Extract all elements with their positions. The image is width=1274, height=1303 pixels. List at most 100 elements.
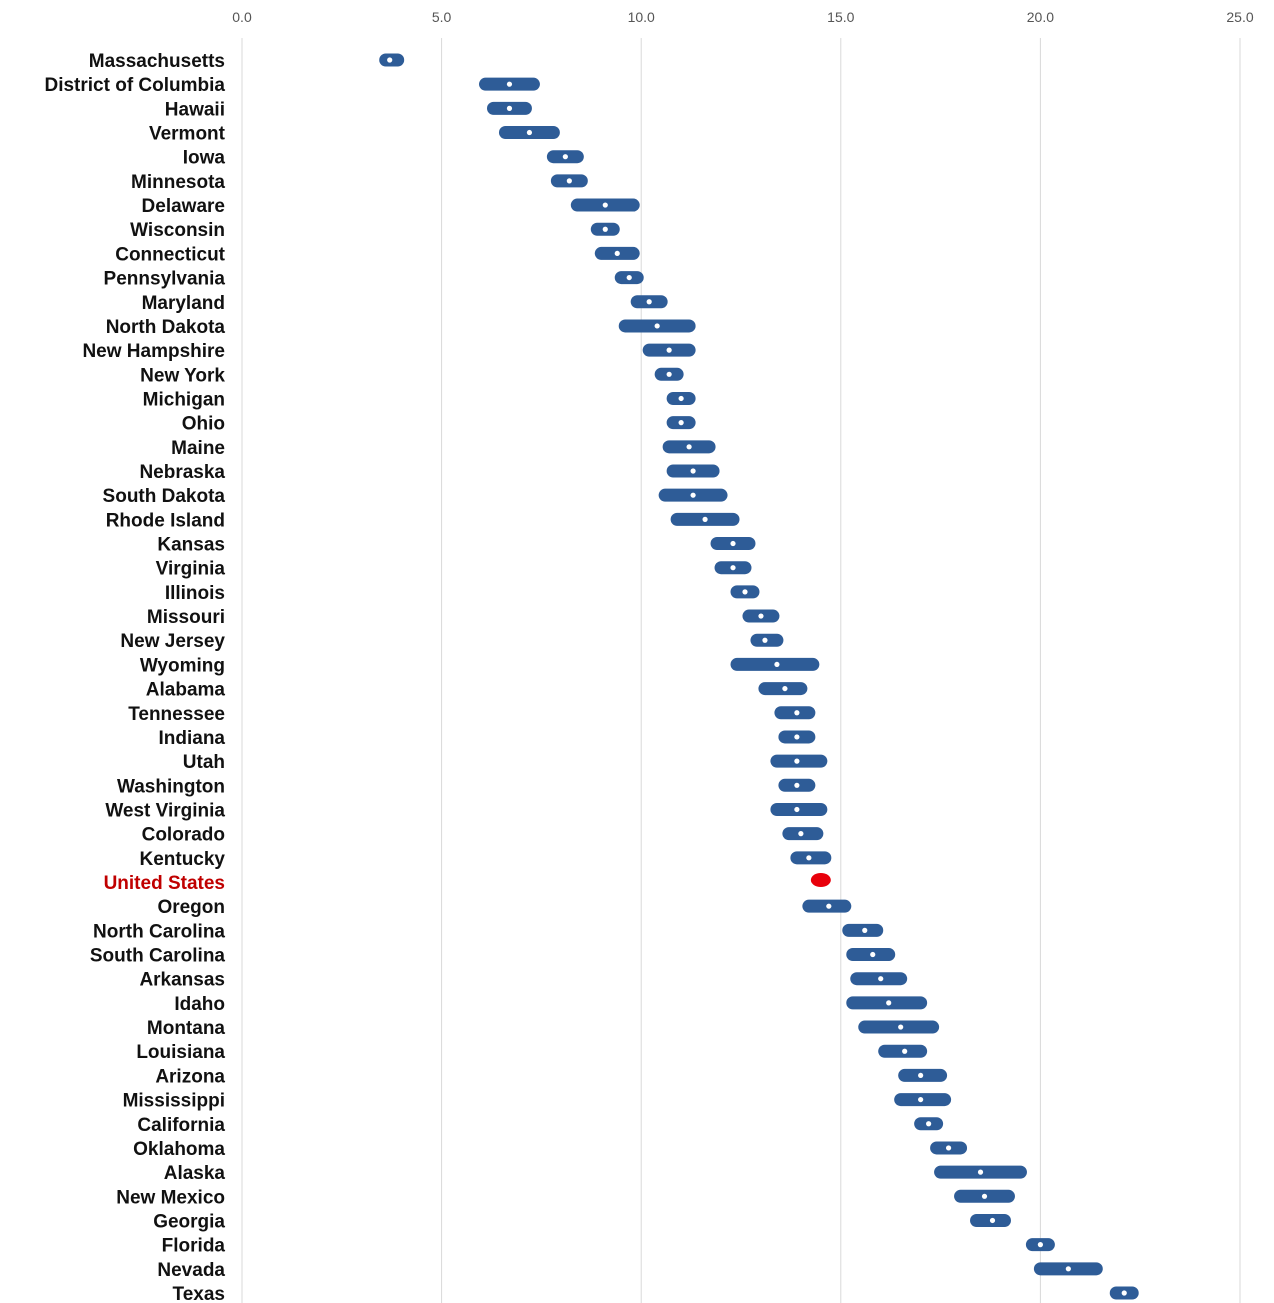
state-label: Arizona xyxy=(155,1066,225,1087)
estimate-point xyxy=(1121,1290,1127,1296)
state-label: Delaware xyxy=(142,196,225,217)
state-label: Alaska xyxy=(164,1163,226,1184)
state-label: Illinois xyxy=(165,583,225,604)
estimate-point xyxy=(981,1193,988,1199)
state-label: Vermont xyxy=(149,124,226,145)
estimate-point xyxy=(626,274,632,281)
estimate-point xyxy=(794,734,800,740)
state-label: Kentucky xyxy=(139,849,225,870)
state-label: Virginia xyxy=(156,559,226,580)
state-label: Oklahoma xyxy=(133,1139,225,1160)
estimate-point xyxy=(758,613,764,619)
x-tick-label: 0.0 xyxy=(232,9,252,25)
estimate-point xyxy=(654,323,660,329)
state-label: Rhode Island xyxy=(106,510,225,531)
state-label: Tennessee xyxy=(128,704,225,725)
state-label: Texas xyxy=(173,1284,225,1303)
estimate-point xyxy=(678,420,684,426)
estimate-point xyxy=(678,395,684,402)
state-label: Nevada xyxy=(157,1260,225,1281)
state-label: Maryland xyxy=(142,293,225,314)
estimate-point xyxy=(782,685,788,692)
us-point xyxy=(810,873,831,887)
estimate-point xyxy=(1037,1242,1043,1248)
state-label: New Hampshire xyxy=(82,341,225,362)
state-label: Wyoming xyxy=(140,655,225,676)
state-label: Oregon xyxy=(157,897,225,918)
estimate-point xyxy=(602,202,608,208)
state-label: Wisconsin xyxy=(130,220,225,241)
estimate-point xyxy=(666,371,672,377)
estimate-point xyxy=(794,806,800,813)
estimate-point xyxy=(730,540,736,547)
estimate-point xyxy=(686,444,692,450)
x-tick-label: 20.0 xyxy=(1027,9,1054,25)
gridlines xyxy=(241,38,1241,1303)
state-label: Georgia xyxy=(153,1211,225,1232)
estimate-point xyxy=(730,565,736,571)
x-tick-label: 25.0 xyxy=(1226,9,1253,25)
estimate-point xyxy=(666,347,672,353)
estimate-point xyxy=(945,1145,952,1151)
estimate-point xyxy=(774,661,780,668)
state-label: Iowa xyxy=(183,148,226,169)
state-label: Utah xyxy=(183,752,225,773)
state-label: Alabama xyxy=(146,680,226,701)
state-label: Kansas xyxy=(157,535,225,556)
estimate-point xyxy=(798,831,804,837)
state-label: Ohio xyxy=(182,414,225,435)
state-label: California xyxy=(137,1115,225,1136)
estimate-point xyxy=(602,226,608,232)
state-label: Montana xyxy=(147,1018,226,1039)
state-label: Connecticut xyxy=(115,244,225,265)
state-label: New Mexico xyxy=(116,1187,225,1208)
estimate-point xyxy=(886,1000,892,1006)
x-axis-ticks: 0.0 5.0 10.0 15.0 20.0 25.0 xyxy=(232,9,1254,25)
estimate-point xyxy=(989,1217,996,1224)
x-tick-label: 15.0 xyxy=(827,9,854,25)
estimate-point xyxy=(566,178,572,184)
state-label: Louisiana xyxy=(136,1042,225,1063)
state-label: Idaho xyxy=(174,994,225,1015)
estimate-point xyxy=(794,710,800,716)
state-label: Pennsylvania xyxy=(104,269,226,290)
state-label: Maine xyxy=(171,438,225,459)
estimate-point xyxy=(902,1048,908,1054)
state-label: North Dakota xyxy=(106,317,226,338)
state-label: Colorado xyxy=(142,825,225,846)
estimate-point xyxy=(977,1169,984,1175)
state-label: Washington xyxy=(117,776,225,797)
estimate-point xyxy=(1065,1266,1071,1272)
state-label: Indiana xyxy=(158,728,225,749)
state-label: United States xyxy=(104,873,225,894)
state-label: Nebraska xyxy=(139,462,225,483)
estimate-point xyxy=(918,1072,924,1079)
state-label: Michigan xyxy=(143,389,225,410)
state-label: Arkansas xyxy=(139,970,225,991)
estimate-point xyxy=(506,81,513,87)
state-label: West Virginia xyxy=(105,800,225,821)
estimate-point xyxy=(387,57,393,63)
estimate-point xyxy=(526,129,533,136)
estimate-point xyxy=(806,855,812,861)
estimate-point xyxy=(862,927,868,933)
estimate-point xyxy=(918,1096,924,1103)
state-label: Hawaii xyxy=(165,99,225,120)
state-label: District of Columbia xyxy=(44,75,225,96)
estimate-point xyxy=(870,951,876,958)
estimate-point xyxy=(702,516,708,522)
x-tick-label: 5.0 xyxy=(432,9,452,25)
state-label: Minnesota xyxy=(131,172,225,193)
state-labels: Massachusetts District of Columbia Hawaii V… xyxy=(44,51,225,1303)
estimate-point xyxy=(794,758,800,764)
state-label: Massachusetts xyxy=(89,51,225,72)
estimate-point xyxy=(762,637,768,643)
estimate-point xyxy=(562,154,568,160)
estimate-point xyxy=(614,250,620,257)
state-label: North Carolina xyxy=(93,921,225,942)
state-label: Missouri xyxy=(147,607,225,628)
estimate-point xyxy=(926,1121,932,1127)
state-label: Mississippi xyxy=(123,1091,225,1112)
state-label: South Carolina xyxy=(90,946,226,967)
